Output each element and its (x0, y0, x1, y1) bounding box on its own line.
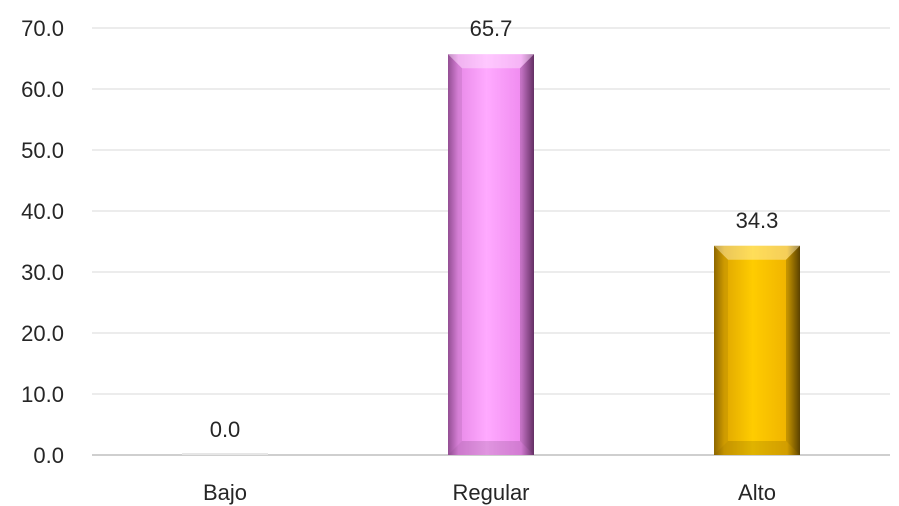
y-tick-label: 10.0 (21, 382, 64, 407)
bar-bajo (182, 453, 268, 455)
y-tick-label: 70.0 (21, 16, 64, 41)
data-label-bajo: 0.0 (210, 417, 241, 442)
data-label-alto: 34.3 (736, 208, 779, 233)
y-tick-label: 30.0 (21, 260, 64, 285)
x-category-label: Alto (738, 480, 776, 505)
y-tick-label: 50.0 (21, 138, 64, 163)
y-tick-label: 40.0 (21, 199, 64, 224)
y-tick-label: 60.0 (21, 77, 64, 102)
y-tick-label: 0.0 (33, 443, 64, 468)
bar-alto (714, 245, 800, 455)
y-tick-label: 20.0 (21, 321, 64, 346)
x-category-label: Bajo (203, 480, 247, 505)
y-axis-ticks: 0.0 10.0 20.0 30.0 40.0 50.0 60.0 70.0 (21, 16, 64, 468)
x-category-label: Regular (452, 480, 529, 505)
data-labels: 0.0 65.7 34.3 (210, 16, 779, 442)
bar-regular (448, 54, 534, 455)
data-label-regular: 65.7 (470, 16, 513, 41)
bars (182, 54, 800, 455)
x-axis-categories: Bajo Regular Alto (203, 480, 776, 505)
